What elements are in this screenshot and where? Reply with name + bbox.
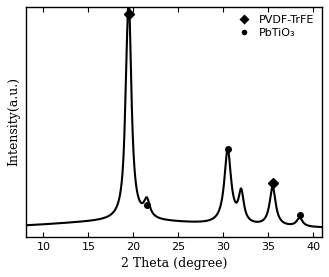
Y-axis label: Intensity(a.u.): Intensity(a.u.) — [7, 77, 20, 166]
X-axis label: 2 Theta (degree): 2 Theta (degree) — [121, 257, 227, 270]
Legend: PVDF-TrFE, PbTiO₃: PVDF-TrFE, PbTiO₃ — [231, 12, 316, 40]
